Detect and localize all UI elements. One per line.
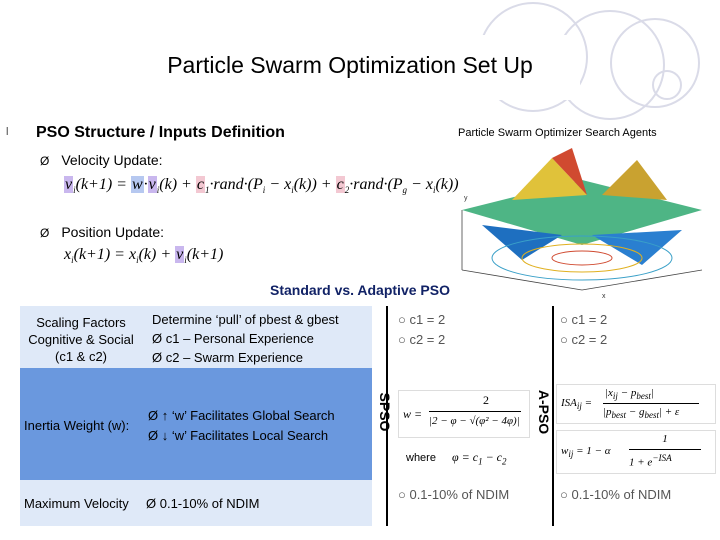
apso-isa-formula: ISAij = |xij − pbest| |pbest − gbest| + … — [556, 384, 716, 424]
scaling-desc-line3: Ø c2 – Swarm Experience — [152, 350, 304, 365]
scaling-desc-line1: Determine ‘pull’ of pbest & gbest — [152, 312, 339, 327]
svg-text:x: x — [602, 293, 606, 300]
bullet-icon: l — [6, 126, 9, 138]
inertia-label: Inertia Weight (w): — [24, 418, 130, 433]
scaling-desc-line2: Ø c1 – Personal Experience — [152, 331, 314, 346]
spso-c1-value: ○ c1 = 2 — [398, 312, 446, 327]
position-formula: xi(k+1) = xi(k) + vi(k+1) — [64, 246, 224, 266]
section-heading: PSO Structure / Inputs Definition — [36, 124, 285, 141]
scaling-label-line2: Cognitive & Social — [28, 332, 134, 347]
scaling-label-cell: Scaling Factors Cognitive & Social (c1 &… — [20, 306, 142, 368]
velocity-update-item: Ø Velocity Update: — [40, 152, 163, 168]
velocity-max-label-cell: Maximum Velocity — [20, 480, 142, 526]
velocity-update-label: Velocity Update: — [61, 152, 163, 168]
spso-column-label: SPSO — [377, 392, 393, 432]
decor-circle — [610, 18, 700, 108]
arrow-bullet-icon: Ø — [40, 154, 50, 168]
apso-w-formula: wij = 1 − α 1 1 + e−ISA — [556, 430, 716, 474]
inertia-desc-line1: Ø ↑ ‘w’ Facilitates Global Search — [148, 408, 335, 423]
arrow-bullet-icon: Ø — [40, 226, 50, 240]
spso-c2-value: ○ c2 = 2 — [398, 332, 446, 347]
scaling-desc-cell: Determine ‘pull’ of pbest & gbest Ø c1 –… — [142, 306, 372, 368]
velocity-formula: vi(k+1) = w·vi(k) + c1·rand·(Pi − xi(k))… — [64, 176, 459, 196]
phi-formula: φ = c1 − c2 — [452, 450, 507, 467]
inertia-row-cell: Inertia Weight (w): Ø ↑ ‘w’ Facilitates … — [20, 368, 372, 480]
spso-inertia-formula: w = 2 |2 − φ − √(φ² − 4φ)| — [398, 390, 530, 438]
apso-c1-value: ○ c1 = 2 — [560, 312, 608, 327]
where-label: where — [406, 452, 436, 464]
column-divider — [386, 306, 388, 526]
comparison-title: Standard vs. Adaptive PSO — [270, 282, 450, 298]
velocity-max-label: Maximum Velocity — [24, 496, 129, 511]
apso-column-label: A-PSO — [536, 389, 552, 435]
svg-text:y: y — [464, 195, 468, 202]
plot-caption: Particle Swarm Optimizer Search Agents — [458, 127, 657, 139]
spso-scaling-cell: ○ c1 = 2 ○ c2 = 2 — [394, 306, 554, 368]
velocity-max-desc-cell: Ø 0.1-10% of NDIM — [142, 480, 372, 526]
apso-scaling-cell: ○ c1 = 2 ○ c2 = 2 — [556, 306, 716, 368]
apso-velocity-value: ○ 0.1-10% of NDIM — [560, 487, 672, 502]
position-update-label: Position Update: — [61, 224, 165, 240]
inertia-desc-line2: Ø ↓ ‘w’ Facilitates Local Search — [148, 428, 329, 443]
scaling-label-line3: (c1 & c2) — [54, 349, 107, 364]
surface-plot-image: x y — [452, 140, 714, 300]
decor-circle — [652, 70, 682, 100]
position-update-item: Ø Position Update: — [40, 224, 164, 240]
spso-velocity-value: ○ 0.1-10% of NDIM — [398, 487, 510, 502]
velocity-max-desc: Ø 0.1-10% of NDIM — [146, 496, 260, 511]
column-divider — [552, 306, 554, 526]
page-title: Particle Swarm Optimization Set Up — [167, 52, 533, 78]
apso-c2-value: ○ c2 = 2 — [560, 332, 608, 347]
scaling-label-line1: Scaling Factors — [36, 315, 126, 330]
title-backdrop — [120, 35, 580, 100]
